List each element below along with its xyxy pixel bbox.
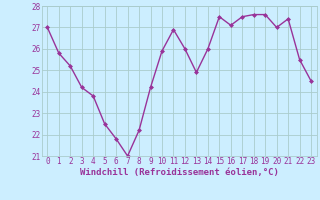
- X-axis label: Windchill (Refroidissement éolien,°C): Windchill (Refroidissement éolien,°C): [80, 168, 279, 177]
